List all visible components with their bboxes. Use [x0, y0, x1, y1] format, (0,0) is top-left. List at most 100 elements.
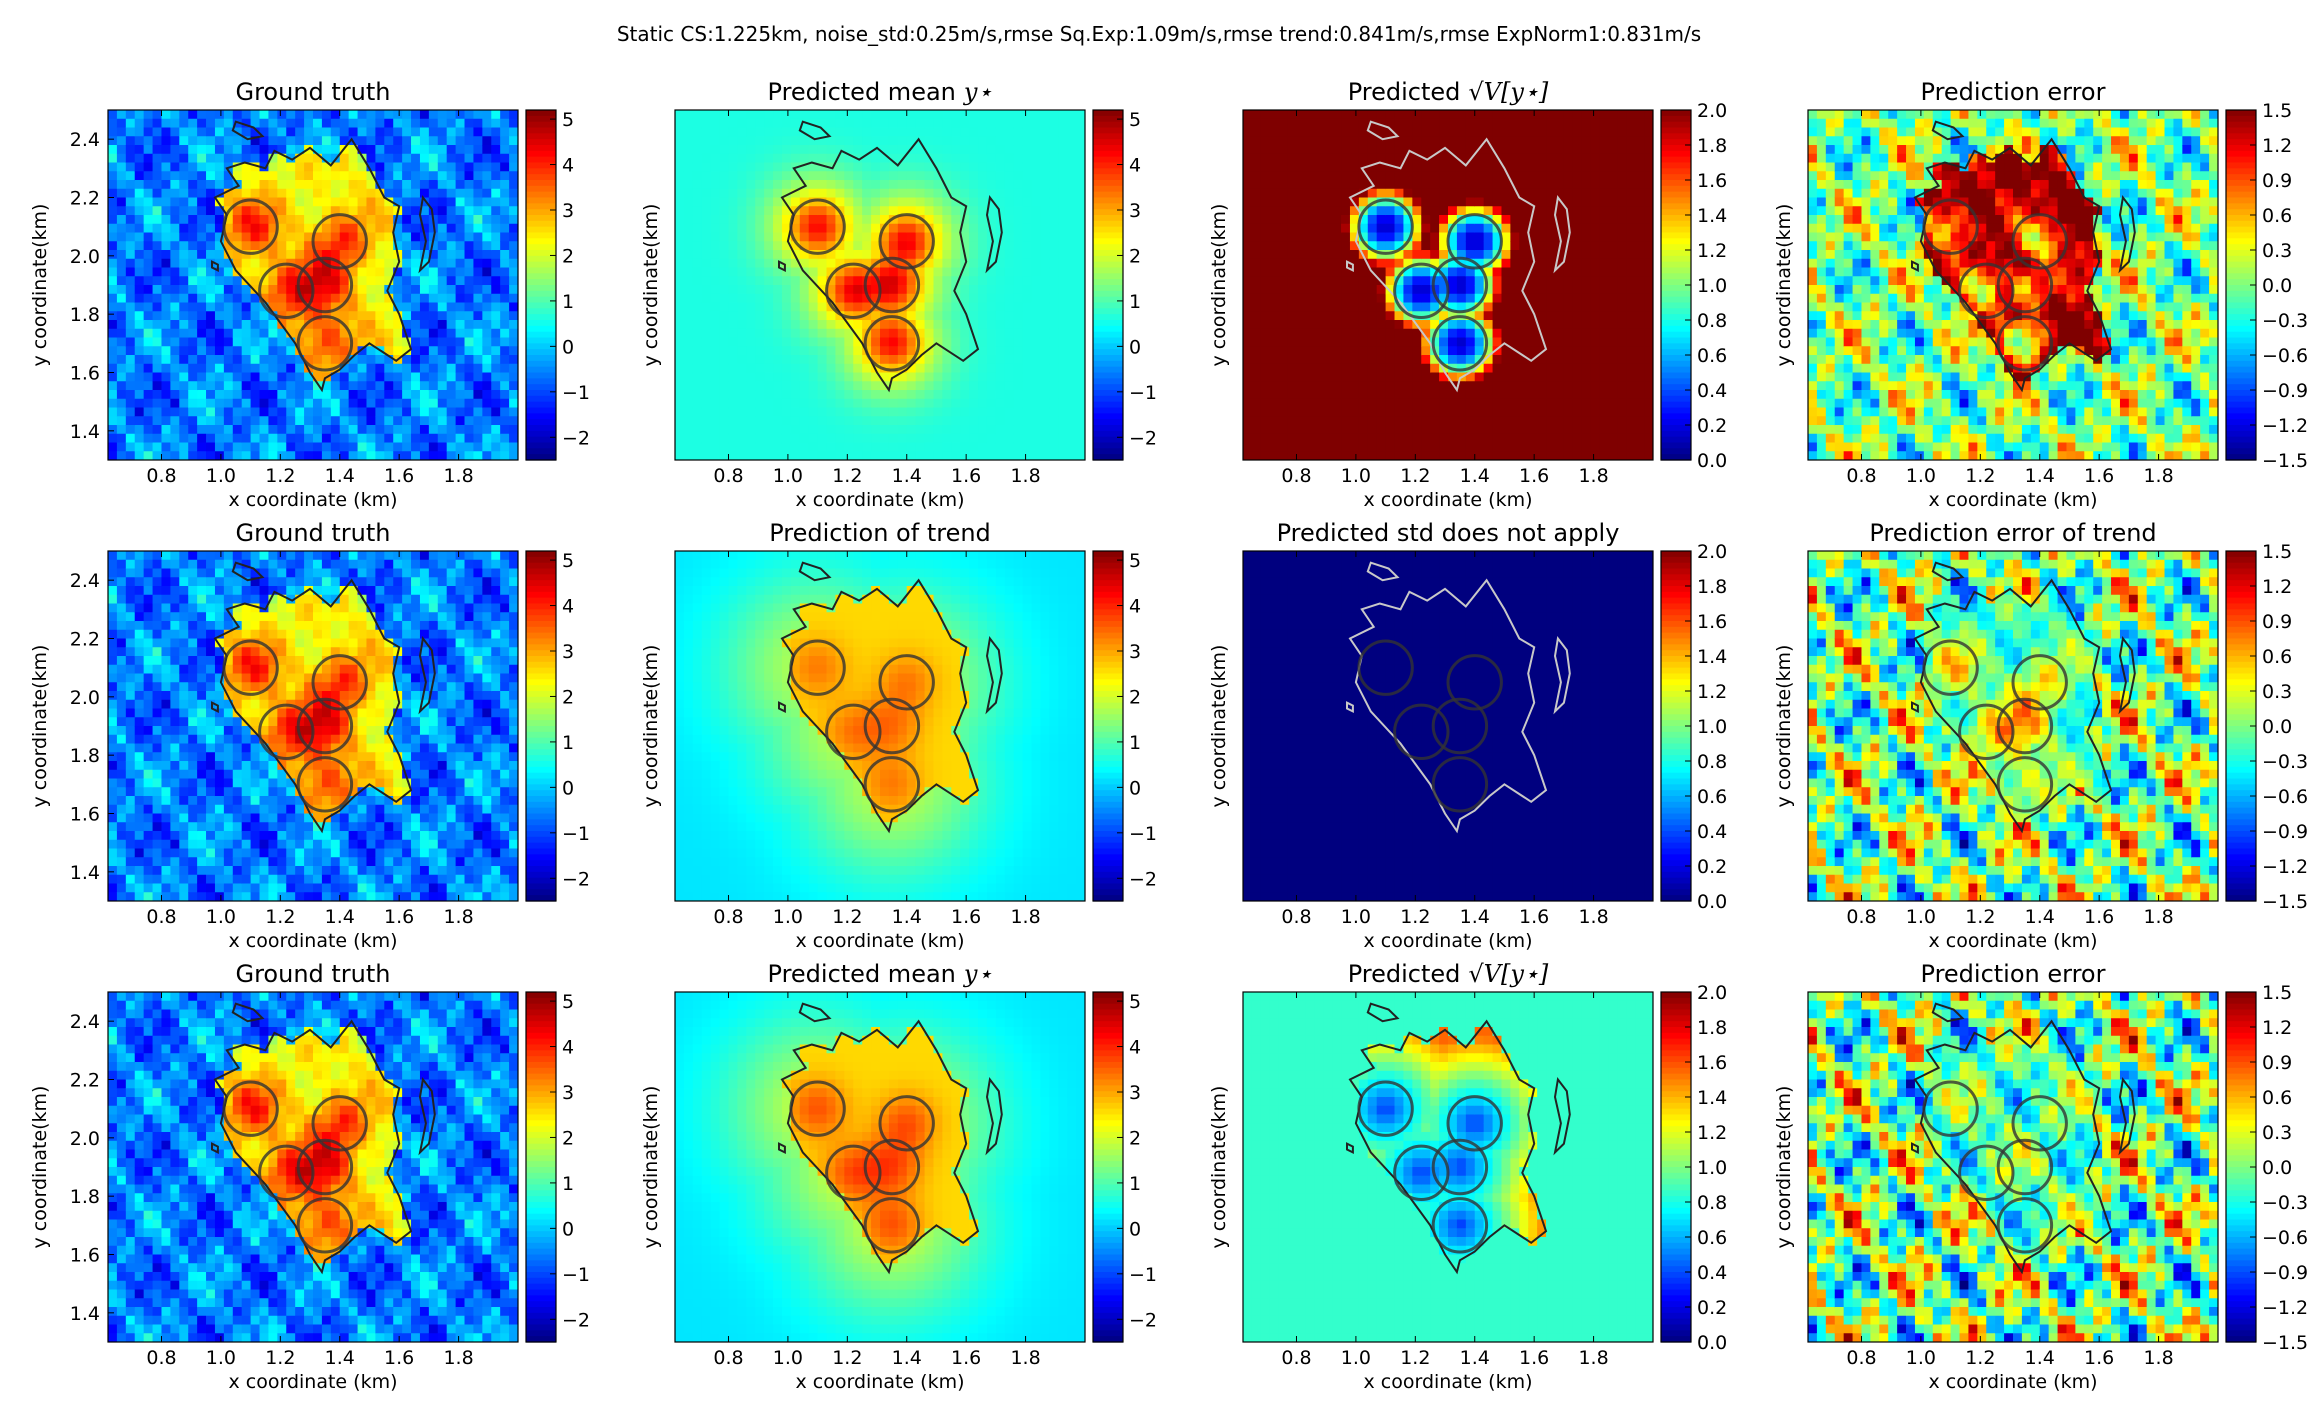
heatmap-cell: [728, 276, 738, 285]
heatmap-cell: [1305, 364, 1315, 373]
heatmap-cell: [286, 136, 296, 145]
heatmap-cell: [782, 276, 792, 285]
heatmap-cell: [179, 364, 189, 373]
heatmap-cell: [153, 303, 163, 312]
heatmap-cell: [197, 206, 207, 215]
heatmap-cell: [313, 136, 323, 145]
heatmap-cell: [764, 373, 774, 382]
heatmap-cell: [384, 338, 394, 347]
heatmap-cell: [1067, 259, 1077, 268]
heatmap-cell: [898, 338, 908, 347]
heatmap-cell: [251, 425, 261, 434]
heatmap-cell: [755, 320, 765, 329]
heatmap-cell: [304, 399, 314, 408]
heatmap-cell: [384, 320, 394, 329]
heatmap-cell: [1023, 163, 1033, 172]
heatmap-cell: [1270, 163, 1280, 172]
heatmap-cell: [711, 329, 721, 338]
heatmap-cell: [500, 276, 510, 285]
heatmap-cell: [1350, 171, 1360, 180]
heatmap-cell: [1243, 276, 1253, 285]
heatmap-cell: [978, 294, 988, 303]
heatmap-cell: [179, 259, 189, 268]
heatmap-cell: [224, 373, 234, 382]
heatmap-cell: [1296, 241, 1306, 250]
heatmap-cell: [746, 285, 756, 294]
colorbar-segment: [526, 314, 556, 320]
heatmap-cell: [746, 294, 756, 303]
heatmap-cell: [675, 451, 685, 460]
heatmap-cell: [1005, 399, 1015, 408]
heatmap-cell: [925, 276, 935, 285]
heatmap-cell: [996, 285, 1006, 294]
heatmap-cell: [313, 329, 323, 338]
heatmap-cell: [1359, 180, 1369, 189]
heatmap-cell: [358, 171, 368, 180]
heatmap-cell: [880, 408, 890, 417]
heatmap-cell: [1412, 451, 1422, 460]
heatmap-cell: [1014, 171, 1024, 180]
heatmap-cell: [117, 346, 127, 355]
heatmap-cell: [791, 198, 801, 207]
heatmap-cell: [1040, 416, 1050, 425]
heatmap-cell: [384, 233, 394, 242]
heatmap-cell: [773, 303, 783, 312]
heatmap-cell: [1279, 320, 1289, 329]
heatmap-cell: [898, 119, 908, 128]
heatmap-cell: [711, 311, 721, 320]
heatmap-cell: [277, 303, 287, 312]
heatmap-cell: [358, 390, 368, 399]
heatmap-cell: [126, 189, 136, 198]
heatmap-cell: [809, 215, 819, 224]
heatmap-cell: [1314, 128, 1324, 137]
heatmap-cell: [898, 416, 908, 425]
heatmap-cell: [170, 285, 180, 294]
heatmap-cell: [429, 364, 439, 373]
heatmap-cell: [206, 136, 216, 145]
colorbar-segment: [1093, 396, 1123, 402]
heatmap-cell: [1270, 311, 1280, 320]
heatmap-cell: [206, 425, 216, 434]
heatmap-cell: [809, 434, 819, 443]
heatmap-cell: [1350, 346, 1360, 355]
heatmap-cell: [268, 110, 278, 119]
heatmap-cell: [366, 408, 376, 417]
heatmap-cell: [844, 215, 854, 224]
heatmap-cell: [393, 364, 403, 373]
heatmap-cell: [942, 259, 952, 268]
heatmap-cell: [1296, 390, 1306, 399]
colorbar-segment: [526, 390, 556, 396]
heatmap-cell: [411, 399, 421, 408]
heatmap-cell: [153, 451, 163, 460]
heatmap-cell: [473, 268, 483, 277]
heatmap-cell: [1032, 206, 1042, 215]
heatmap-cell: [1475, 180, 1485, 189]
heatmap-cell: [951, 215, 961, 224]
heatmap-cell: [711, 119, 721, 128]
heatmap-cell: [420, 276, 430, 285]
heatmap-cell: [1332, 171, 1342, 180]
heatmap-cell: [1332, 198, 1342, 207]
heatmap-cell: [482, 346, 492, 355]
colorbar-segment: [526, 262, 556, 268]
heatmap-cell: [161, 311, 171, 320]
heatmap-cell: [755, 171, 765, 180]
heatmap-cell: [313, 206, 323, 215]
heatmap-cell: [260, 346, 270, 355]
heatmap-cell: [853, 171, 863, 180]
heatmap-cell: [1439, 215, 1449, 224]
heatmap-cell: [800, 338, 810, 347]
heatmap-cell: [206, 399, 216, 408]
heatmap-cell: [1014, 425, 1024, 434]
heatmap-cell: [1076, 154, 1086, 163]
heatmap-cell: [144, 110, 154, 119]
heatmap-cell: [277, 224, 287, 233]
heatmap-cell: [170, 311, 180, 320]
heatmap-cell: [844, 171, 854, 180]
heatmap-cell: [215, 443, 225, 452]
heatmap-cell: [188, 443, 198, 452]
heatmap-cell: [925, 320, 935, 329]
heatmap-cell: [996, 338, 1006, 347]
heatmap-cell: [482, 399, 492, 408]
heatmap-cell: [161, 206, 171, 215]
